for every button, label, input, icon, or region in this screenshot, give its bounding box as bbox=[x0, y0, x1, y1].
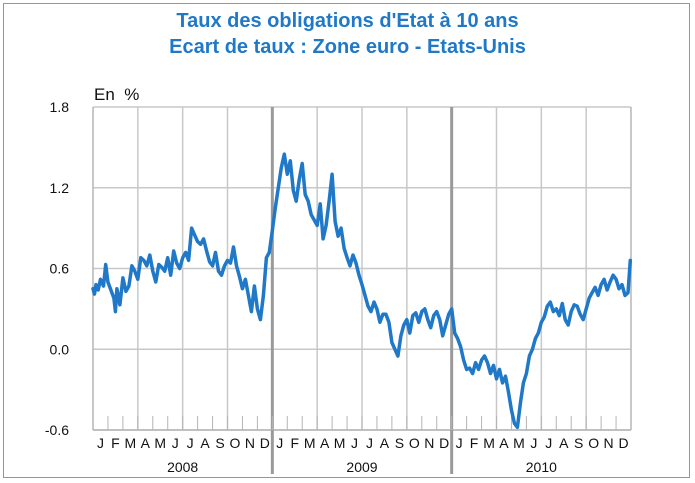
y-tick-label: 0.6 bbox=[50, 261, 70, 277]
month-label: J bbox=[351, 435, 358, 451]
month-label: O bbox=[588, 435, 599, 451]
month-label: A bbox=[320, 435, 330, 451]
month-label: J bbox=[187, 435, 194, 451]
month-label: S bbox=[574, 435, 583, 451]
month-label: N bbox=[424, 435, 434, 451]
month-label: M bbox=[125, 435, 137, 451]
month-label: J bbox=[530, 435, 537, 451]
chart-title-block: Taux des obligations d'Etat à 10 ans Eca… bbox=[0, 8, 695, 60]
y-tick-label: 1.2 bbox=[50, 180, 70, 196]
y-tick-label: 0.0 bbox=[50, 341, 70, 357]
month-label: A bbox=[499, 435, 509, 451]
month-label: S bbox=[395, 435, 404, 451]
axes bbox=[92, 107, 632, 474]
month-label: D bbox=[618, 435, 628, 451]
year-label: 2009 bbox=[346, 459, 377, 475]
month-label: F bbox=[111, 435, 120, 451]
month-label: A bbox=[380, 435, 390, 451]
month-label: M bbox=[334, 435, 346, 451]
month-label: J bbox=[545, 435, 552, 451]
month-label: M bbox=[304, 435, 316, 451]
labels: 1.81.20.60.0-0.6En %J F M A M J J A S O N D J F M A M J J A… bbox=[45, 85, 629, 475]
month-label: M bbox=[483, 435, 495, 451]
y-unit-label: En % bbox=[94, 85, 139, 104]
grid bbox=[93, 106, 631, 431]
month-label: J bbox=[172, 435, 179, 451]
month-label: D bbox=[439, 435, 449, 451]
year-label: 2010 bbox=[526, 459, 557, 475]
month-label: J bbox=[97, 435, 104, 451]
chart-subtitle: Ecart de taux : Zone euro - Etats-Unis bbox=[169, 36, 526, 58]
month-label: S bbox=[215, 435, 224, 451]
month-label: J bbox=[456, 435, 463, 451]
month-label: F bbox=[290, 435, 299, 451]
month-label: A bbox=[141, 435, 151, 451]
month-label: D bbox=[260, 435, 270, 451]
y-tick-label: 1.8 bbox=[50, 99, 70, 115]
month-label: J bbox=[276, 435, 283, 451]
month-label: O bbox=[409, 435, 420, 451]
month-label: A bbox=[200, 435, 210, 451]
month-label: M bbox=[513, 435, 525, 451]
month-label: F bbox=[470, 435, 479, 451]
month-label: M bbox=[154, 435, 166, 451]
spread-series-line bbox=[91, 152, 633, 430]
y-tick-label: -0.6 bbox=[45, 422, 69, 438]
chart-title: Taux des obligations d'Etat à 10 ans bbox=[176, 10, 519, 32]
series-layer bbox=[91, 152, 633, 430]
month-label: N bbox=[604, 435, 614, 451]
year-label: 2008 bbox=[167, 459, 198, 475]
month-label: J bbox=[366, 435, 373, 451]
month-label: A bbox=[559, 435, 569, 451]
chart-frame bbox=[3, 3, 690, 478]
month-label: O bbox=[230, 435, 241, 451]
month-label: N bbox=[245, 435, 255, 451]
